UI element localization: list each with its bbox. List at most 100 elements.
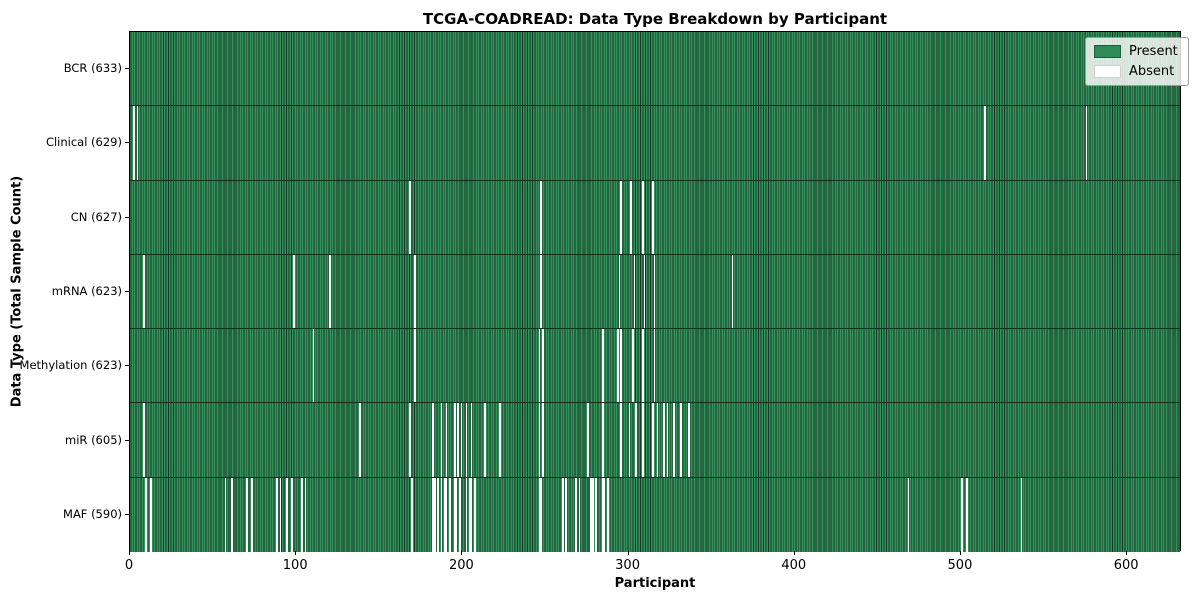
absent-stripe [641, 180, 644, 254]
y-tick-mark [125, 291, 129, 292]
heatmap-row [130, 477, 1180, 552]
x-tick-mark [627, 551, 629, 555]
absent-stripe [630, 180, 632, 254]
absent-stripe [440, 477, 443, 552]
y-tick-label: BCR (633) [63, 61, 122, 76]
absent-stripe [454, 403, 456, 477]
absent-stripe [601, 329, 604, 403]
absent-stripe [224, 477, 227, 552]
absent-stripe [578, 477, 581, 552]
absent-stripe [445, 403, 448, 477]
absent-swatch-icon [1094, 65, 1121, 78]
heatmap-row [130, 254, 1180, 330]
x-tick-mark [129, 551, 130, 555]
absent-stripe [628, 403, 631, 477]
absent-stripe [449, 477, 451, 552]
legend-label: Present [1129, 44, 1178, 59]
x-tick-label: 500 [947, 558, 973, 573]
absent-stripe [688, 403, 691, 477]
legend-item-absent: Absent [1094, 64, 1178, 79]
absent-stripe [459, 477, 461, 552]
x-tick-mark [959, 551, 961, 555]
y-tick-label: MAF (590) [63, 506, 122, 521]
absent-stripe [460, 403, 463, 477]
chart-title: TCGA-COADREAD: Data Type Breakdown by Pa… [422, 10, 888, 28]
absent-stripe [301, 477, 303, 552]
absent-stripe [1085, 106, 1088, 180]
absent-stripe [907, 477, 910, 552]
absent-stripe [409, 403, 411, 477]
x-tick-mark [793, 551, 795, 555]
absent-stripe [437, 477, 440, 552]
absent-stripe [143, 254, 145, 329]
absent-stripe [651, 403, 654, 477]
absent-stripe [469, 477, 473, 552]
heatmap-row [130, 32, 1180, 107]
absent-stripe [276, 477, 278, 552]
y-tick-label: miR (605) [65, 432, 122, 447]
absent-stripe [465, 403, 468, 477]
absent-stripe [432, 477, 436, 552]
absent-stripe [643, 254, 646, 329]
absent-stripe [457, 403, 460, 477]
absent-stripe [542, 329, 544, 403]
absent-stripe [465, 477, 468, 552]
absent-stripe [653, 254, 656, 329]
absent-stripe [635, 403, 637, 477]
y-tick-mark [125, 513, 129, 515]
absent-stripe [620, 180, 622, 254]
heatmap-row [130, 106, 1180, 181]
y-tick-label: CN (627) [70, 209, 122, 224]
y-tick-label: Clinical (629) [45, 135, 122, 150]
absent-stripe [143, 403, 145, 477]
absent-stripe [1020, 477, 1023, 552]
legend-item-present: Present [1094, 44, 1178, 59]
absent-stripe [656, 403, 659, 477]
y-tick-mark [125, 216, 129, 218]
absent-stripe [414, 254, 416, 329]
absent-stripe [666, 403, 669, 477]
x-axis-label: Participant [614, 576, 696, 591]
absent-stripe [454, 477, 458, 552]
x-tick-label: 600 [1113, 558, 1139, 573]
x-tick-label: 100 [282, 558, 308, 573]
absent-stripe [653, 329, 656, 403]
absent-stripe [731, 254, 734, 329]
absent-stripe [680, 403, 682, 477]
absent-stripe [538, 329, 541, 403]
absent-stripe [633, 254, 636, 329]
absent-stripe [540, 180, 543, 254]
absent-stripe [542, 403, 544, 477]
legend: Present Absent [1085, 37, 1189, 86]
absent-stripe [410, 477, 413, 552]
x-tick-mark [295, 551, 297, 555]
absent-stripe [651, 180, 654, 254]
absent-stripe [474, 477, 476, 552]
absent-stripe [673, 403, 676, 477]
absent-stripe [575, 477, 578, 552]
absent-stripe [133, 106, 135, 180]
y-tick-mark [125, 365, 129, 367]
absent-stripe [136, 106, 139, 180]
absent-stripe [329, 254, 332, 329]
x-tick-label: 300 [615, 558, 640, 573]
absent-stripe [641, 329, 644, 403]
absent-stripe [960, 477, 963, 552]
absent-stripe [312, 329, 315, 403]
y-tick-label: Methylation (623) [19, 358, 122, 373]
absent-stripe [251, 477, 253, 552]
absent-stripe [590, 477, 594, 552]
y-tick-mark [125, 142, 129, 144]
absent-stripe [291, 477, 293, 552]
absent-stripe [538, 403, 541, 477]
absent-stripe [562, 477, 564, 552]
y-tick-mark [125, 439, 129, 441]
absent-stripe [444, 477, 448, 552]
present-swatch-icon [1094, 45, 1121, 58]
absent-stripe [246, 477, 248, 552]
absent-stripe [149, 477, 152, 552]
absent-stripe [620, 403, 622, 477]
absent-stripe [984, 106, 986, 180]
absent-stripe [292, 254, 295, 329]
